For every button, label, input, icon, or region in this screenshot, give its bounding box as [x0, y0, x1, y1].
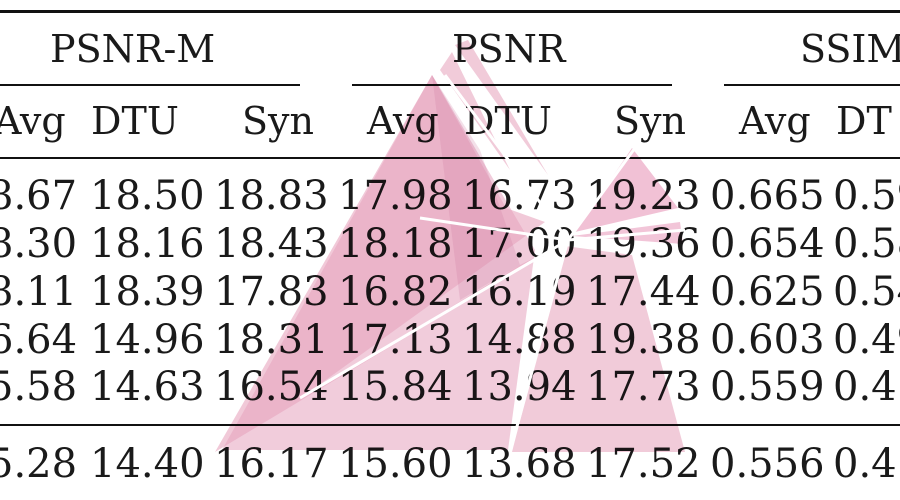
group-rule-ssim: [724, 84, 900, 86]
group-header-ssim: SSIM: [800, 27, 900, 71]
cell-r6-c5: 13.68: [462, 441, 577, 487]
sub-header-psnr-dtu: DTU: [464, 99, 552, 143]
sub-header-psnr-m-dtu: DTU: [91, 99, 179, 143]
cell-r2-c8: 0.58: [833, 221, 900, 267]
cell-r1-c5: 16.73: [462, 173, 577, 219]
sub-header-psnr-m-syn: Syn: [242, 99, 314, 143]
cell-r1-c2: 18.50: [90, 173, 205, 219]
cell-r5-c3: 16.54: [214, 364, 329, 410]
sub-header-ssim-dtu: DT: [836, 99, 892, 143]
cell-r2-c2: 18.16: [90, 221, 205, 267]
cell-r5-c6: 17.73: [586, 364, 701, 410]
cell-r5-c8: 0.45: [833, 364, 900, 410]
cell-r6-c2: 14.40: [90, 441, 205, 487]
cell-r4-c2: 14.96: [90, 317, 205, 363]
cell-r2-c1: 8.30: [0, 221, 78, 267]
cell-r6-c4: 15.60: [338, 441, 453, 487]
cell-r6-c1: 5.28: [0, 441, 78, 487]
header-bottom-rule: [0, 157, 900, 159]
cell-r3-c5: 16.19: [462, 269, 577, 315]
cell-r5-c2: 14.63: [90, 364, 205, 410]
cell-r4-c8: 0.49: [833, 317, 900, 363]
cell-r3-c3: 17.83: [214, 269, 329, 315]
cell-r5-c1: 5.58: [0, 364, 78, 410]
cell-r5-c7: 0.559: [710, 364, 825, 410]
cell-r3-c4: 16.82: [338, 269, 453, 315]
cell-r4-c1: 6.64: [0, 317, 78, 363]
cell-r2-c5: 17.00: [462, 221, 577, 267]
group-header-psnr-m: PSNR-M: [50, 27, 216, 71]
sub-header-psnr-m-avg: Avg: [0, 99, 66, 143]
cell-r4-c6: 19.38: [586, 317, 701, 363]
cell-r1-c7: 0.665: [710, 173, 825, 219]
cell-r2-c4: 18.18: [338, 221, 453, 267]
cell-r4-c4: 17.13: [338, 317, 453, 363]
group-header-psnr: PSNR: [452, 27, 566, 71]
sub-header-psnr-avg: Avg: [367, 99, 439, 143]
cell-r1-c1: 8.67: [0, 173, 78, 219]
sub-header-psnr-syn: Syn: [614, 99, 686, 143]
cell-r3-c7: 0.625: [710, 269, 825, 315]
group-rule-psnr-m: [0, 84, 300, 86]
group-rule-psnr: [352, 84, 672, 86]
table-mid-rule: [0, 424, 900, 426]
cell-r6-c3: 16.17: [214, 441, 329, 487]
cell-r4-c7: 0.603: [710, 317, 825, 363]
cell-r1-c3: 18.83: [214, 173, 329, 219]
cell-r2-c7: 0.654: [710, 221, 825, 267]
cell-r6-c7: 0.556: [710, 441, 825, 487]
cell-r3-c1: 8.11: [0, 269, 78, 315]
cell-r3-c6: 17.44: [586, 269, 701, 315]
cell-r5-c5: 13.94: [462, 364, 577, 410]
cell-r4-c5: 14.88: [462, 317, 577, 363]
cell-r5-c4: 15.84: [338, 364, 453, 410]
cell-r2-c3: 18.43: [214, 221, 329, 267]
table-top-rule: [0, 10, 900, 13]
sub-header-ssim-avg: Avg: [739, 99, 811, 143]
cell-r1-c4: 17.98: [338, 173, 453, 219]
cell-r3-c8: 0.54: [833, 269, 900, 315]
cell-r4-c3: 18.31: [214, 317, 329, 363]
cell-r1-c6: 19.23: [586, 173, 701, 219]
cell-r6-c6: 17.52: [586, 441, 701, 487]
cell-r3-c2: 18.39: [90, 269, 205, 315]
cell-r1-c8: 0.59: [833, 173, 900, 219]
cell-r2-c6: 19.36: [586, 221, 701, 267]
cell-r6-c8: 0.45: [833, 441, 900, 487]
